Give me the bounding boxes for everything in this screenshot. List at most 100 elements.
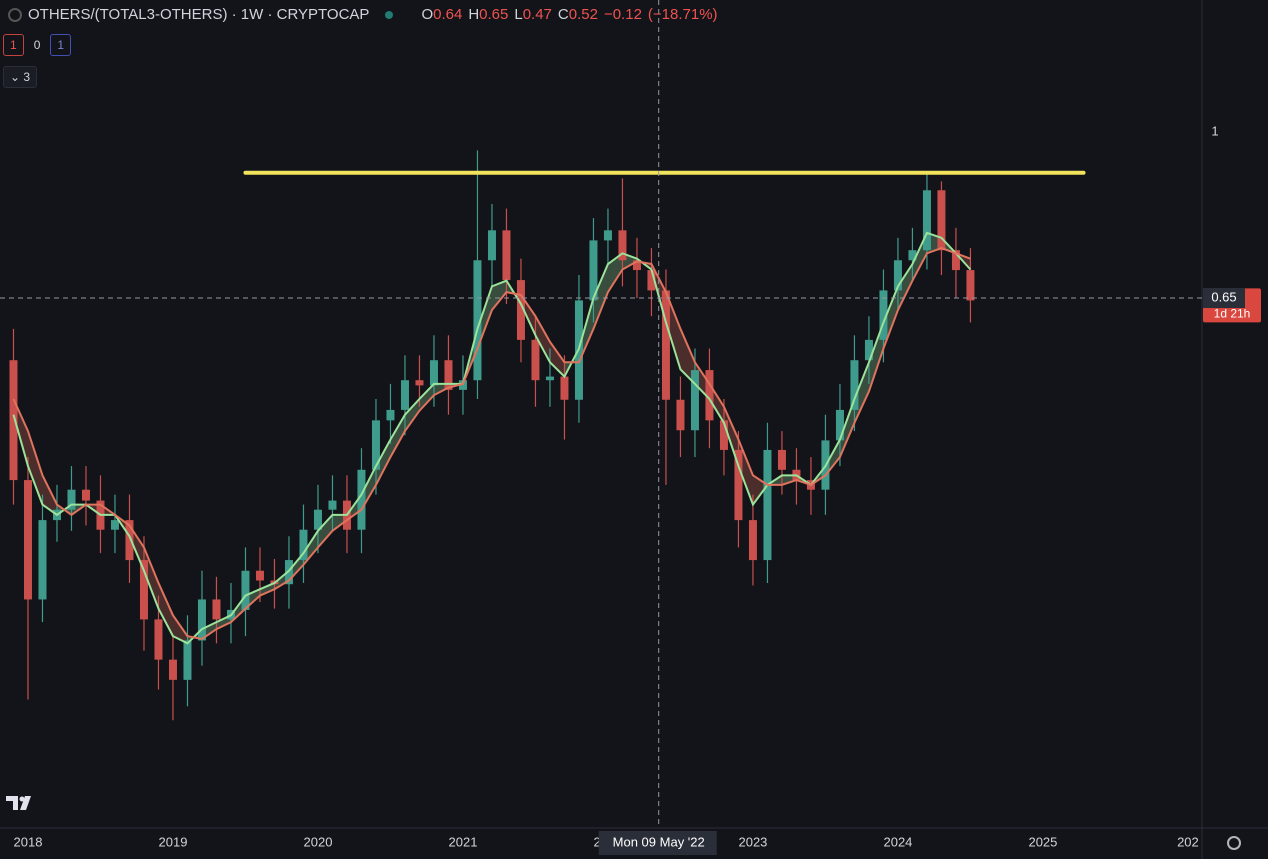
logo-dot [19,796,25,802]
badge[interactable]: 1 [50,34,72,56]
candle-body [777,449,786,470]
ma-cloud [317,514,333,548]
x-tick-label: 2025 [1028,834,1057,849]
candle-body [125,520,134,561]
candle-body [835,409,844,441]
candle-body [371,420,380,470]
ma-cloud [42,475,57,515]
symbol-icon [8,7,22,22]
candle-body [168,659,177,680]
candle-body [690,370,699,431]
candle-body [864,339,873,361]
ohlc-label: H [468,6,480,23]
header: OTHERS/(TOTAL3-OTHERS) · 1W · CRYPTOCAP … [8,6,718,23]
candle-body [589,240,598,301]
ma-cloud [259,582,275,596]
x-tick-label: 2019 [159,834,188,849]
candle-body [400,380,409,410]
tradingview-logo [6,796,31,810]
candle-body [618,230,627,261]
candle-body [81,489,90,501]
candle-body [9,360,18,481]
x-tick-label: 2021 [449,834,478,849]
countdown: 1d 21h [1214,307,1251,321]
crosshair-date: Mon 09 May '22 [613,834,705,849]
candle-body [705,370,714,421]
candle-body [458,380,467,390]
ma-cloud [27,431,43,505]
ohlc-value: 0.47 [522,6,552,23]
ohlc-value: 0.65 [479,6,509,23]
indicator-badges: 1 0 1 [3,34,72,56]
candle-body [966,270,975,301]
candle-body [560,376,569,400]
candle-body [313,509,322,530]
ohlc-label: O [421,6,434,23]
settings-icon [1227,836,1241,850]
badge[interactable]: 1 [3,34,24,56]
x-tick-label: 2020 [304,834,333,849]
x-tick-label: 202 [1177,834,1199,849]
candle-body [922,190,931,251]
collapsed-indicators[interactable]: ⌄ 3 [3,66,38,88]
symbol[interactable]: OTHERS/(TOTAL3-OTHERS) · 1W · CRYPTOCAP [28,6,370,23]
candle-body [444,360,453,390]
candle-body [951,250,960,271]
candle-body [647,270,656,291]
ma-cloud [549,341,565,377]
candle-body [516,280,525,340]
candle-body [908,250,917,261]
candle-body [850,360,859,410]
candle-body [748,520,757,561]
candle-body [284,560,293,585]
change: −0.12 [603,6,642,23]
candle-body [38,520,47,600]
ma-cloud [375,439,391,485]
moving-average [12,247,971,641]
ma-cloud [491,280,507,311]
ohlc-label: L [514,6,523,23]
ma-cloud [593,264,608,329]
candle-body [23,480,32,600]
candle-body [473,260,482,381]
collapsed-count: 3 [23,70,31,84]
x-tick-label: 2024 [883,834,912,849]
candle-body [734,449,743,521]
candle-body [879,290,888,340]
candle-body [212,599,221,620]
change-percent: (−18.71%) [647,6,718,23]
ma-cloud [158,582,173,637]
x-tick-label: 2023 [738,834,767,849]
ma-cloud [419,383,434,411]
crosshair-date-box [598,831,717,855]
ma-cloud [404,398,420,432]
crosshair-price: 0.65 [1211,289,1236,304]
candle-body [763,449,772,561]
ma-cloud [535,316,550,363]
candle-body [719,420,728,450]
candle-body [110,520,119,530]
candle-body [139,560,148,620]
ma-cloud [897,264,913,311]
candle-body [676,399,685,431]
ohlc-label: C [557,6,569,23]
ohlc-value: 0.52 [568,6,598,23]
ma-cloud [839,398,855,458]
candle-body [67,489,76,510]
ohlc-value: 0.64 [433,6,463,23]
y-tick-label: 1 [1211,124,1218,139]
candle-body [487,230,496,261]
candle-body [893,260,902,291]
candle-body [545,376,554,381]
badge[interactable]: 0 [33,38,41,52]
ma-cloud [172,615,188,644]
candle-body [357,469,366,530]
candle-body [661,290,670,400]
ma-cloud [607,253,623,293]
candle-body [328,500,337,510]
candle-body [502,230,511,281]
candle-body [386,409,395,421]
candle-body [937,190,946,251]
